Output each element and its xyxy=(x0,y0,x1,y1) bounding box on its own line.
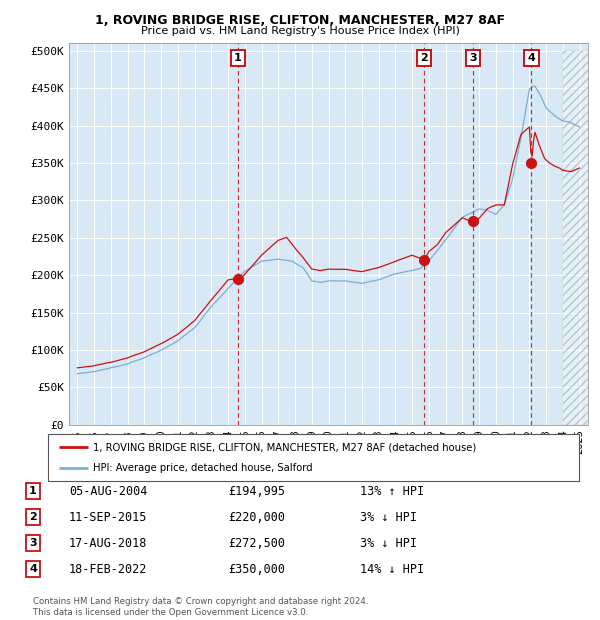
Text: 17-AUG-2018: 17-AUG-2018 xyxy=(69,537,148,549)
Text: 18-FEB-2022: 18-FEB-2022 xyxy=(69,563,148,575)
Text: 3% ↓ HPI: 3% ↓ HPI xyxy=(360,511,417,523)
Text: 1: 1 xyxy=(234,53,242,63)
Text: 13% ↑ HPI: 13% ↑ HPI xyxy=(360,485,424,497)
Text: £194,995: £194,995 xyxy=(228,485,285,497)
Text: 05-AUG-2004: 05-AUG-2004 xyxy=(69,485,148,497)
Text: Price paid vs. HM Land Registry's House Price Index (HPI): Price paid vs. HM Land Registry's House … xyxy=(140,26,460,36)
Bar xyxy=(563,51,590,425)
Text: 14% ↓ HPI: 14% ↓ HPI xyxy=(360,563,424,575)
Text: 11-SEP-2015: 11-SEP-2015 xyxy=(69,511,148,523)
Text: £272,500: £272,500 xyxy=(228,537,285,549)
Text: 3% ↓ HPI: 3% ↓ HPI xyxy=(360,537,417,549)
Text: £220,000: £220,000 xyxy=(228,511,285,523)
Text: £350,000: £350,000 xyxy=(228,563,285,575)
Bar xyxy=(563,51,590,425)
Text: 4: 4 xyxy=(29,564,37,574)
Text: 1, ROVING BRIDGE RISE, CLIFTON, MANCHESTER, M27 8AF (detached house): 1, ROVING BRIDGE RISE, CLIFTON, MANCHEST… xyxy=(93,442,476,452)
Text: 2: 2 xyxy=(420,53,428,63)
Text: Contains HM Land Registry data © Crown copyright and database right 2024.
This d: Contains HM Land Registry data © Crown c… xyxy=(33,598,368,617)
Text: HPI: Average price, detached house, Salford: HPI: Average price, detached house, Salf… xyxy=(93,463,313,473)
Text: 3: 3 xyxy=(469,53,476,63)
Text: 3: 3 xyxy=(29,538,37,548)
Text: 4: 4 xyxy=(527,53,535,63)
Text: 1: 1 xyxy=(29,486,37,496)
Text: 1, ROVING BRIDGE RISE, CLIFTON, MANCHESTER, M27 8AF: 1, ROVING BRIDGE RISE, CLIFTON, MANCHEST… xyxy=(95,14,505,27)
Text: 2: 2 xyxy=(29,512,37,522)
